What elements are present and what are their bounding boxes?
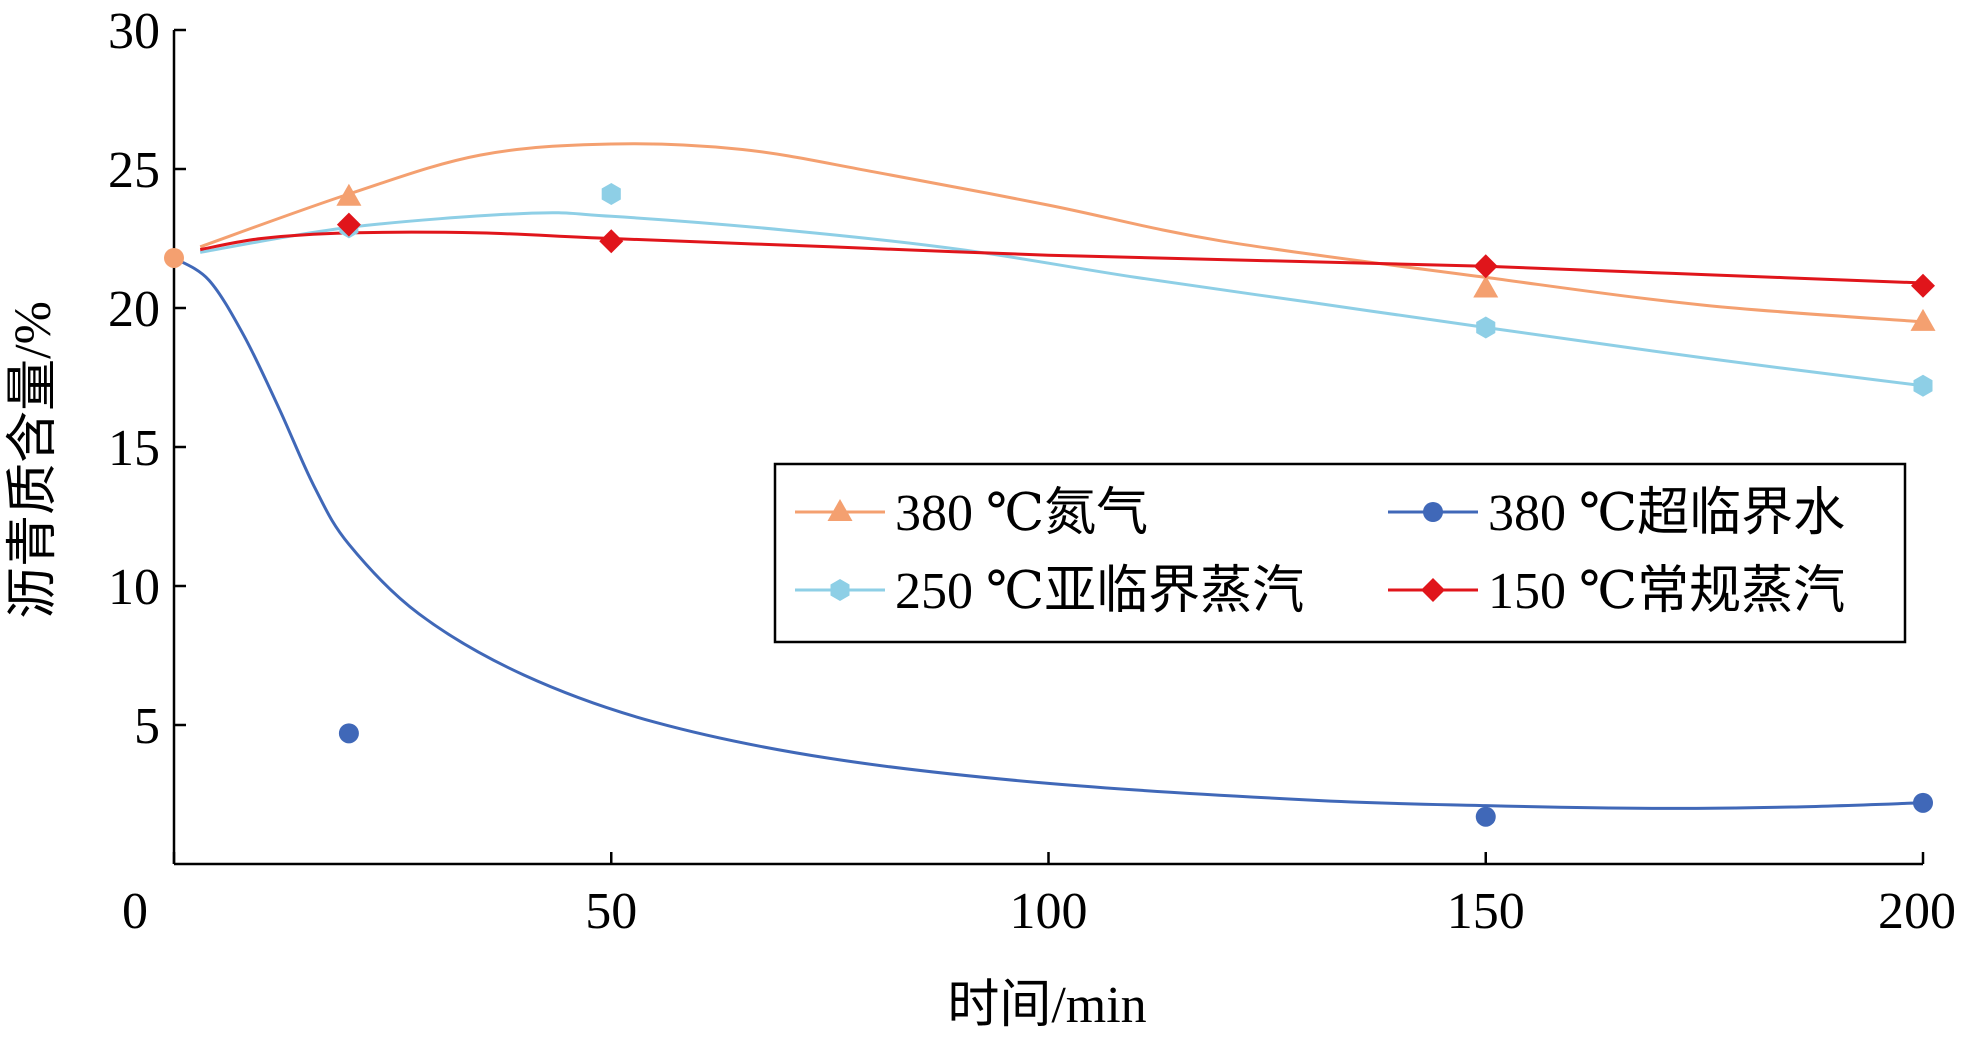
x-tick-label: 150 bbox=[1447, 883, 1525, 940]
data-point-series-4 bbox=[336, 212, 361, 237]
data-point-series-2 bbox=[601, 183, 621, 205]
y-tick-label: 25 bbox=[108, 142, 160, 199]
start-point bbox=[164, 247, 184, 268]
legend-marker-4 bbox=[1421, 578, 1445, 602]
x-tick-label: 0 bbox=[122, 883, 148, 940]
trend-line-2 bbox=[199, 211, 1924, 388]
y-axis-title: 沥青质含量/% bbox=[5, 301, 62, 619]
data-point-series-1 bbox=[336, 183, 362, 206]
data-points bbox=[164, 183, 1936, 827]
y-tick-label: 15 bbox=[108, 420, 160, 477]
data-point-series-4 bbox=[1473, 254, 1498, 279]
y-tick-label: 5 bbox=[134, 698, 160, 755]
data-point-series-2 bbox=[1476, 316, 1496, 339]
y-tick-label: 30 bbox=[108, 3, 160, 60]
x-axis-title: 时间/min bbox=[947, 977, 1146, 1034]
axes: 5 10 15 20 25 30 0 50 100 150 200 bbox=[108, 3, 1956, 940]
legend-label-2: 250 ℃亚临界蒸汽 bbox=[895, 563, 1304, 620]
legend-label-1: 380 ℃氮气 bbox=[895, 485, 1148, 542]
data-point-series-1 bbox=[1910, 308, 1936, 331]
x-tick-label: 200 bbox=[1878, 883, 1956, 940]
data-point-series-4 bbox=[1911, 273, 1935, 298]
legend-label-4: 150 ℃常规蒸汽 bbox=[1488, 563, 1845, 620]
trend-lines bbox=[173, 142, 1924, 810]
legend-label-3: 380 ℃超临界水 bbox=[1488, 485, 1845, 542]
y-tick-label: 20 bbox=[108, 281, 160, 338]
x-tick-label: 100 bbox=[1010, 883, 1088, 940]
legend-marker-3 bbox=[1423, 502, 1443, 522]
y-tick-label: 10 bbox=[108, 559, 160, 616]
trend-line-1 bbox=[199, 142, 1924, 324]
data-point-series-3 bbox=[1913, 792, 1933, 813]
data-point-series-1 bbox=[1473, 275, 1499, 298]
data-point-series-2 bbox=[1913, 374, 1933, 397]
legend-box bbox=[773, 462, 1907, 644]
legend-marker-2 bbox=[830, 579, 850, 601]
trend-line-4 bbox=[199, 230, 1924, 285]
x-tick-label: 50 bbox=[585, 883, 637, 940]
trend-line-3 bbox=[173, 256, 1924, 810]
legend: 380 ℃氮气 250 ℃亚临界蒸汽 380 ℃超临界水 150 ℃常规蒸汽 bbox=[773, 462, 1907, 644]
data-point-series-4 bbox=[599, 229, 624, 254]
data-point-series-3 bbox=[1475, 806, 1496, 827]
data-point-series-3 bbox=[338, 723, 359, 744]
legend-marker-1 bbox=[827, 499, 853, 521]
